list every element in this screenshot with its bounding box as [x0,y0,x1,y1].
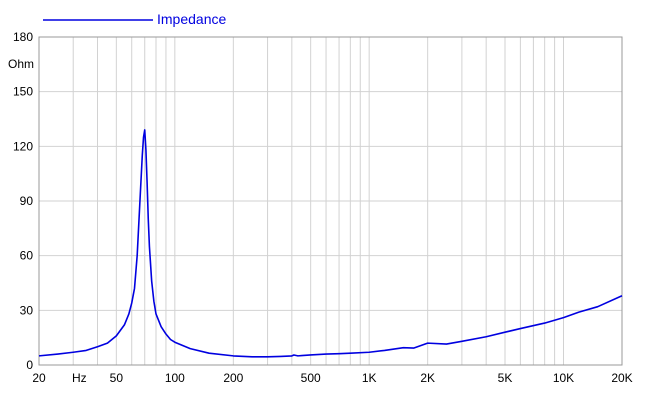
impedance-series-line [38,129,623,358]
y-tick-label: 180 [13,30,33,44]
x-tick-label: 1K [362,371,377,385]
x-tick-label: 50 [110,371,124,385]
y-tick-label: 60 [20,249,34,263]
axis-tick-labels: 20 50 100 200 500 1K 2K 5K 10K 20K 0 30 60 90 120 150 18… [13,30,633,385]
x-tick-label: 2K [420,371,435,385]
legend-label: Impedance [157,11,226,27]
x-tick-label: 10K [553,371,574,385]
plot-frame [38,36,623,366]
legend: Impedance [43,11,226,27]
x-tick-label: 20K [611,371,632,385]
x-tick-label: 100 [165,371,185,385]
y-tick-label: 90 [20,194,34,208]
y-tick-label: 30 [20,303,34,317]
x-axis-unit-label: Hz [72,371,87,385]
x-tick-label: 200 [223,371,243,385]
y-tick-label: 0 [26,358,33,372]
y-tick-label: 150 [13,85,33,99]
y-tick-label: 120 [13,139,33,153]
x-tick-label: 20 [32,371,46,385]
y-axis-unit-label: Ohm [8,57,34,71]
x-tick-label: 5K [498,371,513,385]
x-tick-label: 500 [301,371,321,385]
